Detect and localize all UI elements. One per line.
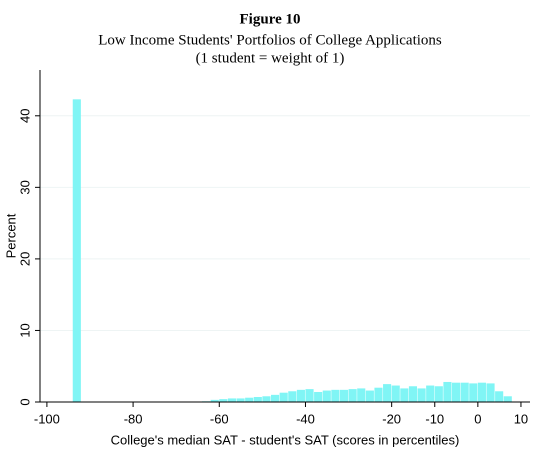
bar: [219, 399, 228, 402]
bar: [339, 389, 349, 402]
bar: [486, 383, 495, 402]
bar: [417, 388, 426, 402]
bar: [236, 398, 245, 402]
y-tick-label: 20: [17, 252, 32, 266]
x-tick-label: -40: [296, 411, 315, 426]
bar: [426, 385, 435, 402]
y-tick-label: 0: [17, 398, 32, 405]
bar: [253, 396, 262, 402]
bar: [400, 388, 409, 402]
chart-subtitle: Low Income Students' Portfolios of Colle…: [98, 32, 442, 48]
bar: [227, 398, 237, 402]
chart-subtitle: (1 student = weight of 1): [196, 50, 345, 66]
bar: [210, 399, 219, 402]
bar: [314, 391, 323, 402]
bar: [477, 382, 486, 402]
bar: [348, 389, 357, 402]
bar: [322, 390, 331, 402]
bar: [270, 394, 280, 402]
x-tick-label: 0: [474, 411, 481, 426]
x-tick-label: -20: [382, 411, 401, 426]
bar: [469, 383, 478, 402]
bar: [460, 382, 469, 402]
bar: [288, 391, 297, 402]
bar: [279, 392, 288, 402]
bar: [296, 389, 305, 402]
bar: [391, 385, 400, 402]
bar: [408, 386, 418, 402]
x-tick-label: -10: [425, 411, 444, 426]
x-tick-label: -100: [34, 411, 60, 426]
chart-title: Figure 10: [240, 11, 301, 27]
y-tick-label: 30: [17, 180, 32, 194]
bar: [495, 391, 504, 402]
bar: [434, 386, 443, 402]
bar: [365, 390, 374, 402]
y-axis-title: Percent: [3, 213, 18, 258]
bar: [443, 381, 452, 402]
x-axis-title: College's median SAT - student's SAT (sc…: [111, 432, 460, 447]
y-tick-label: 10: [17, 323, 32, 337]
x-tick-label: -80: [124, 411, 143, 426]
bar: [357, 388, 366, 402]
x-tick-label: -60: [210, 411, 229, 426]
x-tick-label: 10: [514, 411, 528, 426]
bar: [262, 396, 271, 402]
y-tick-label: 40: [17, 109, 32, 123]
bar: [383, 384, 392, 402]
bar: [305, 389, 314, 402]
bar: [72, 99, 81, 402]
bar: [503, 396, 512, 402]
bar: [245, 397, 254, 402]
bar: [374, 387, 383, 402]
bar: [331, 389, 340, 402]
bar: [451, 382, 461, 402]
